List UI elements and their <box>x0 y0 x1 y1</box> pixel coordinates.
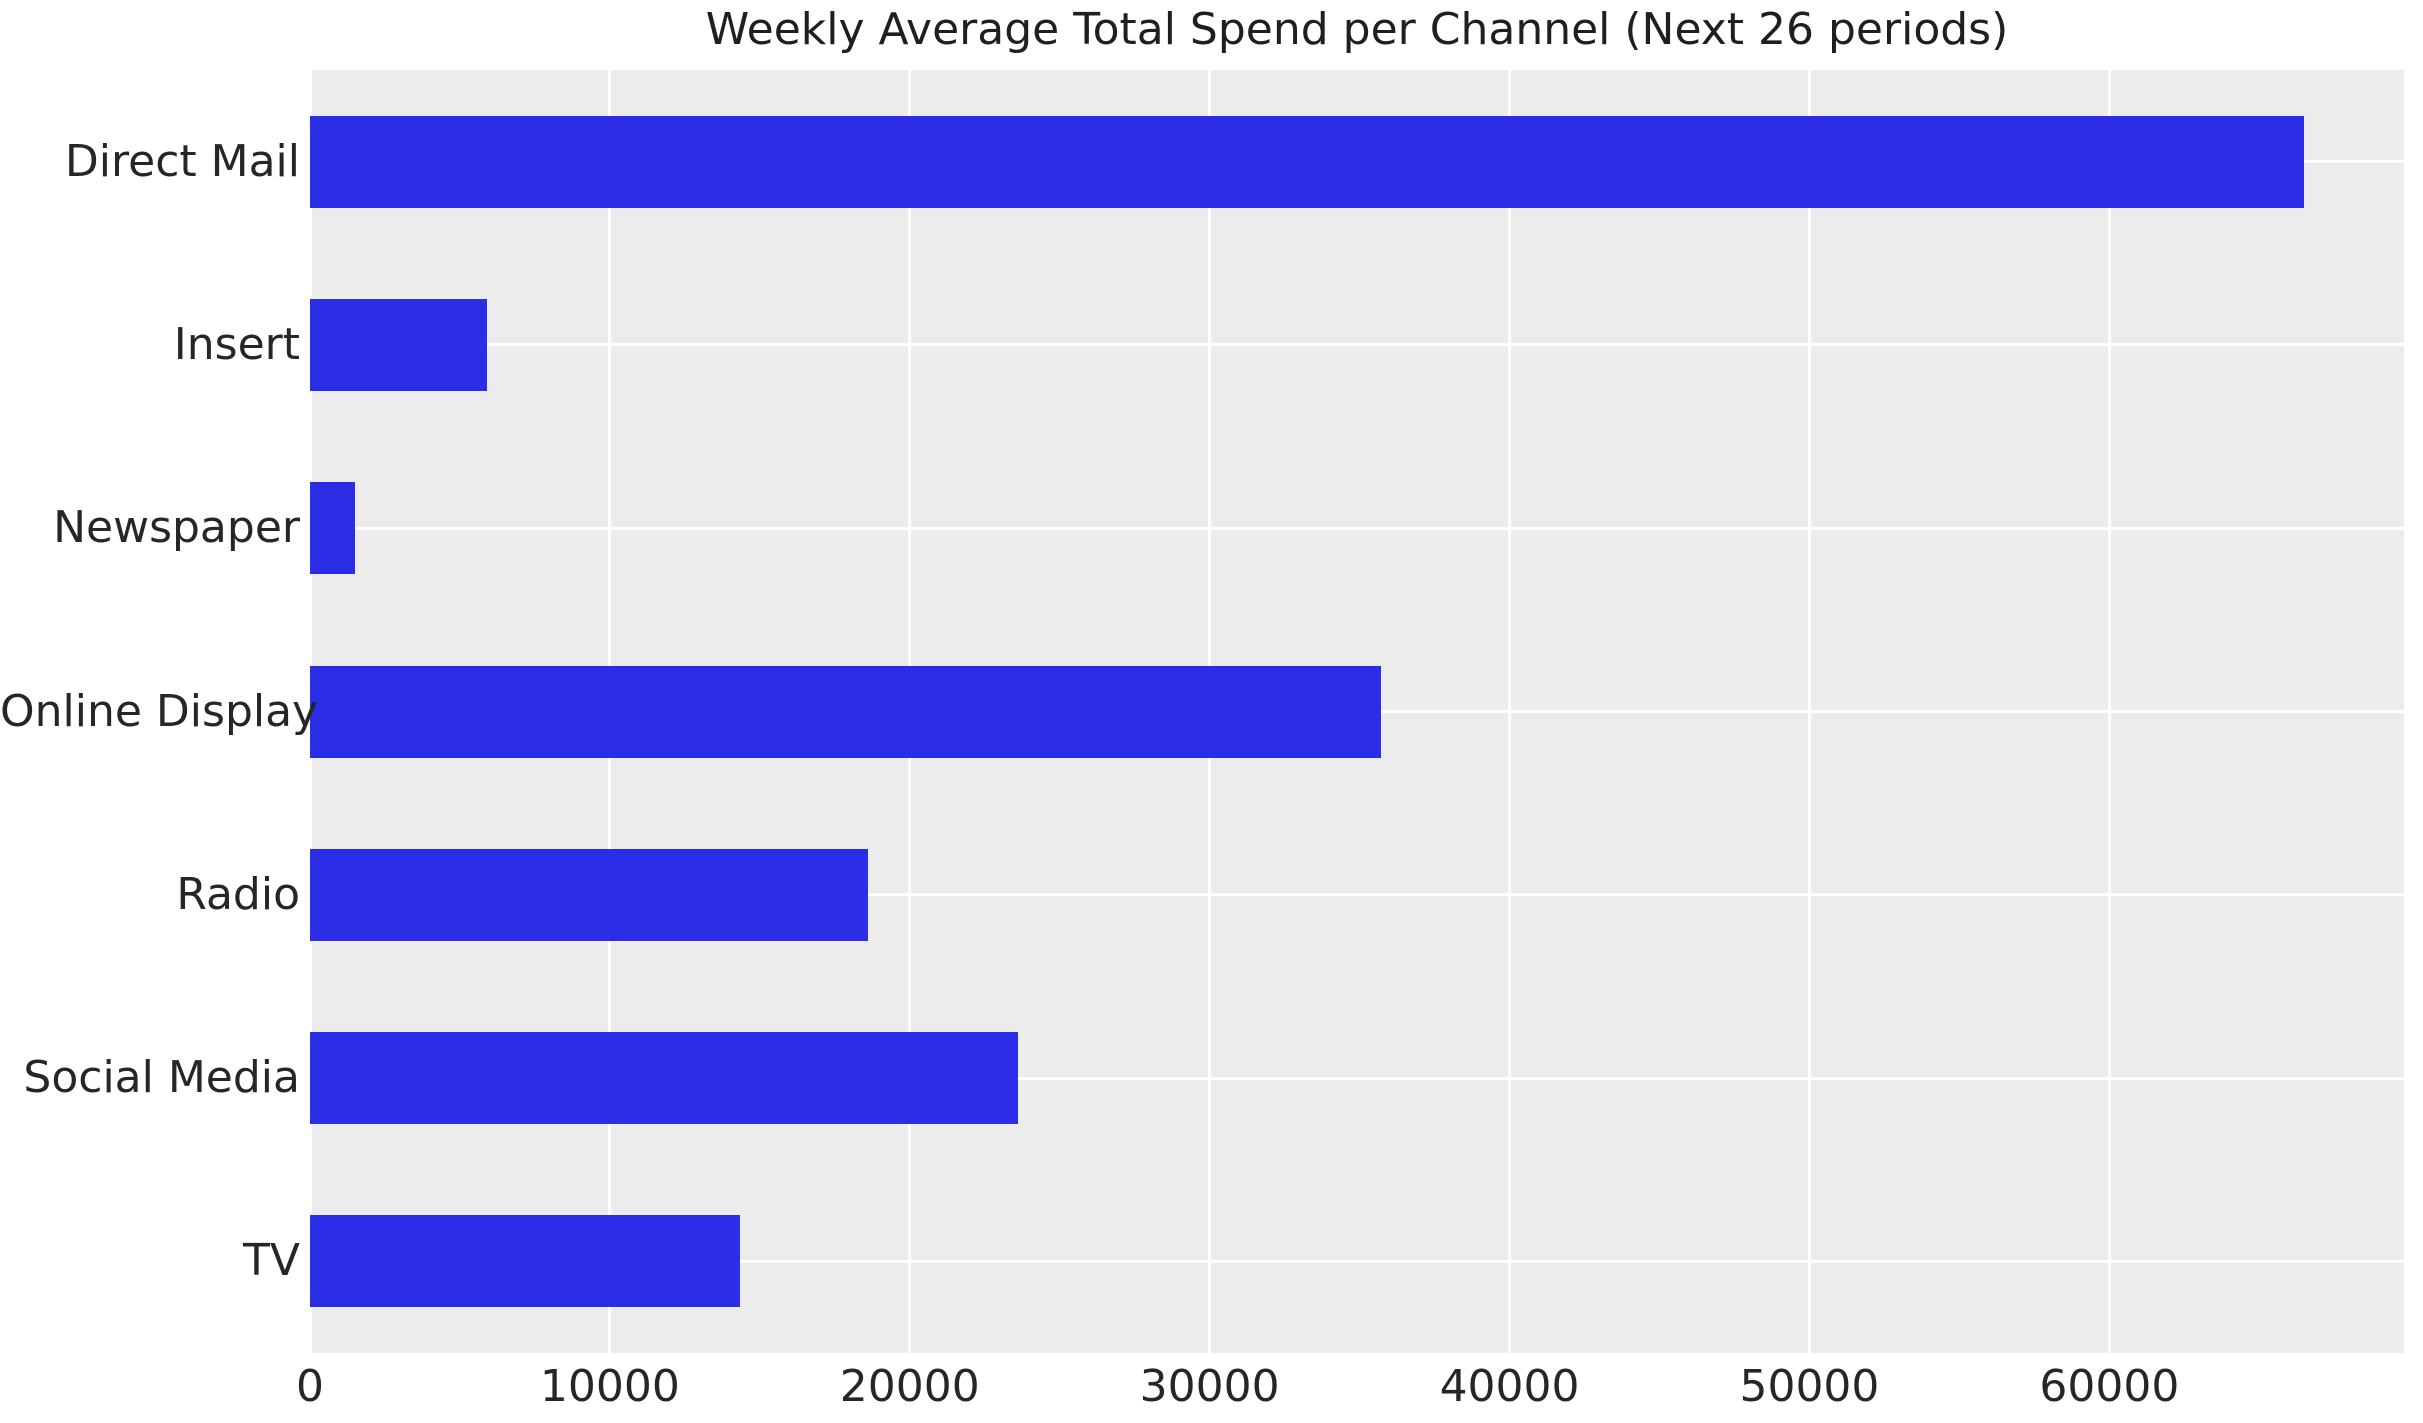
bar-direct-mail <box>310 115 2305 208</box>
x-tick-label-40000: 40000 <box>1439 1361 1580 1412</box>
bar-social-media <box>310 1032 1018 1125</box>
y-gridline-radio <box>310 893 2404 897</box>
bar-tv <box>310 1215 741 1308</box>
y-gridline-insert <box>310 343 2404 347</box>
y-gridline-newspaper <box>310 526 2404 530</box>
bar-online-display <box>310 665 1381 758</box>
bar-insert <box>310 298 487 391</box>
plot-area <box>310 70 2404 1353</box>
bar-radio <box>310 848 868 941</box>
y-gridline-tv <box>310 1259 2404 1263</box>
y-tick-label-insert: Insert <box>173 318 300 370</box>
y-gridline-social-media <box>310 1076 2404 1080</box>
x-tick-label-0: 0 <box>296 1361 324 1412</box>
y-tick-label-direct-mail: Direct Mail <box>64 135 300 187</box>
x-tick-label-50000: 50000 <box>1739 1361 1880 1412</box>
y-tick-label-tv: TV <box>243 1235 300 1287</box>
y-tick-label-radio: Radio <box>176 868 300 920</box>
y-tick-label-social-media: Social Media <box>23 1052 300 1104</box>
y-tick-label-newspaper: Newspaper <box>53 502 300 554</box>
y-tick-label-online-display: Online Display <box>0 685 319 737</box>
x-tick-label-60000: 60000 <box>2039 1361 2180 1412</box>
x-tick-label-30000: 30000 <box>1139 1361 1280 1412</box>
x-tick-label-20000: 20000 <box>839 1361 980 1412</box>
chart-title: Weekly Average Total Spend per Channel (… <box>705 4 2009 55</box>
bar-newspaper <box>310 482 355 575</box>
x-tick-label-10000: 10000 <box>539 1361 680 1412</box>
